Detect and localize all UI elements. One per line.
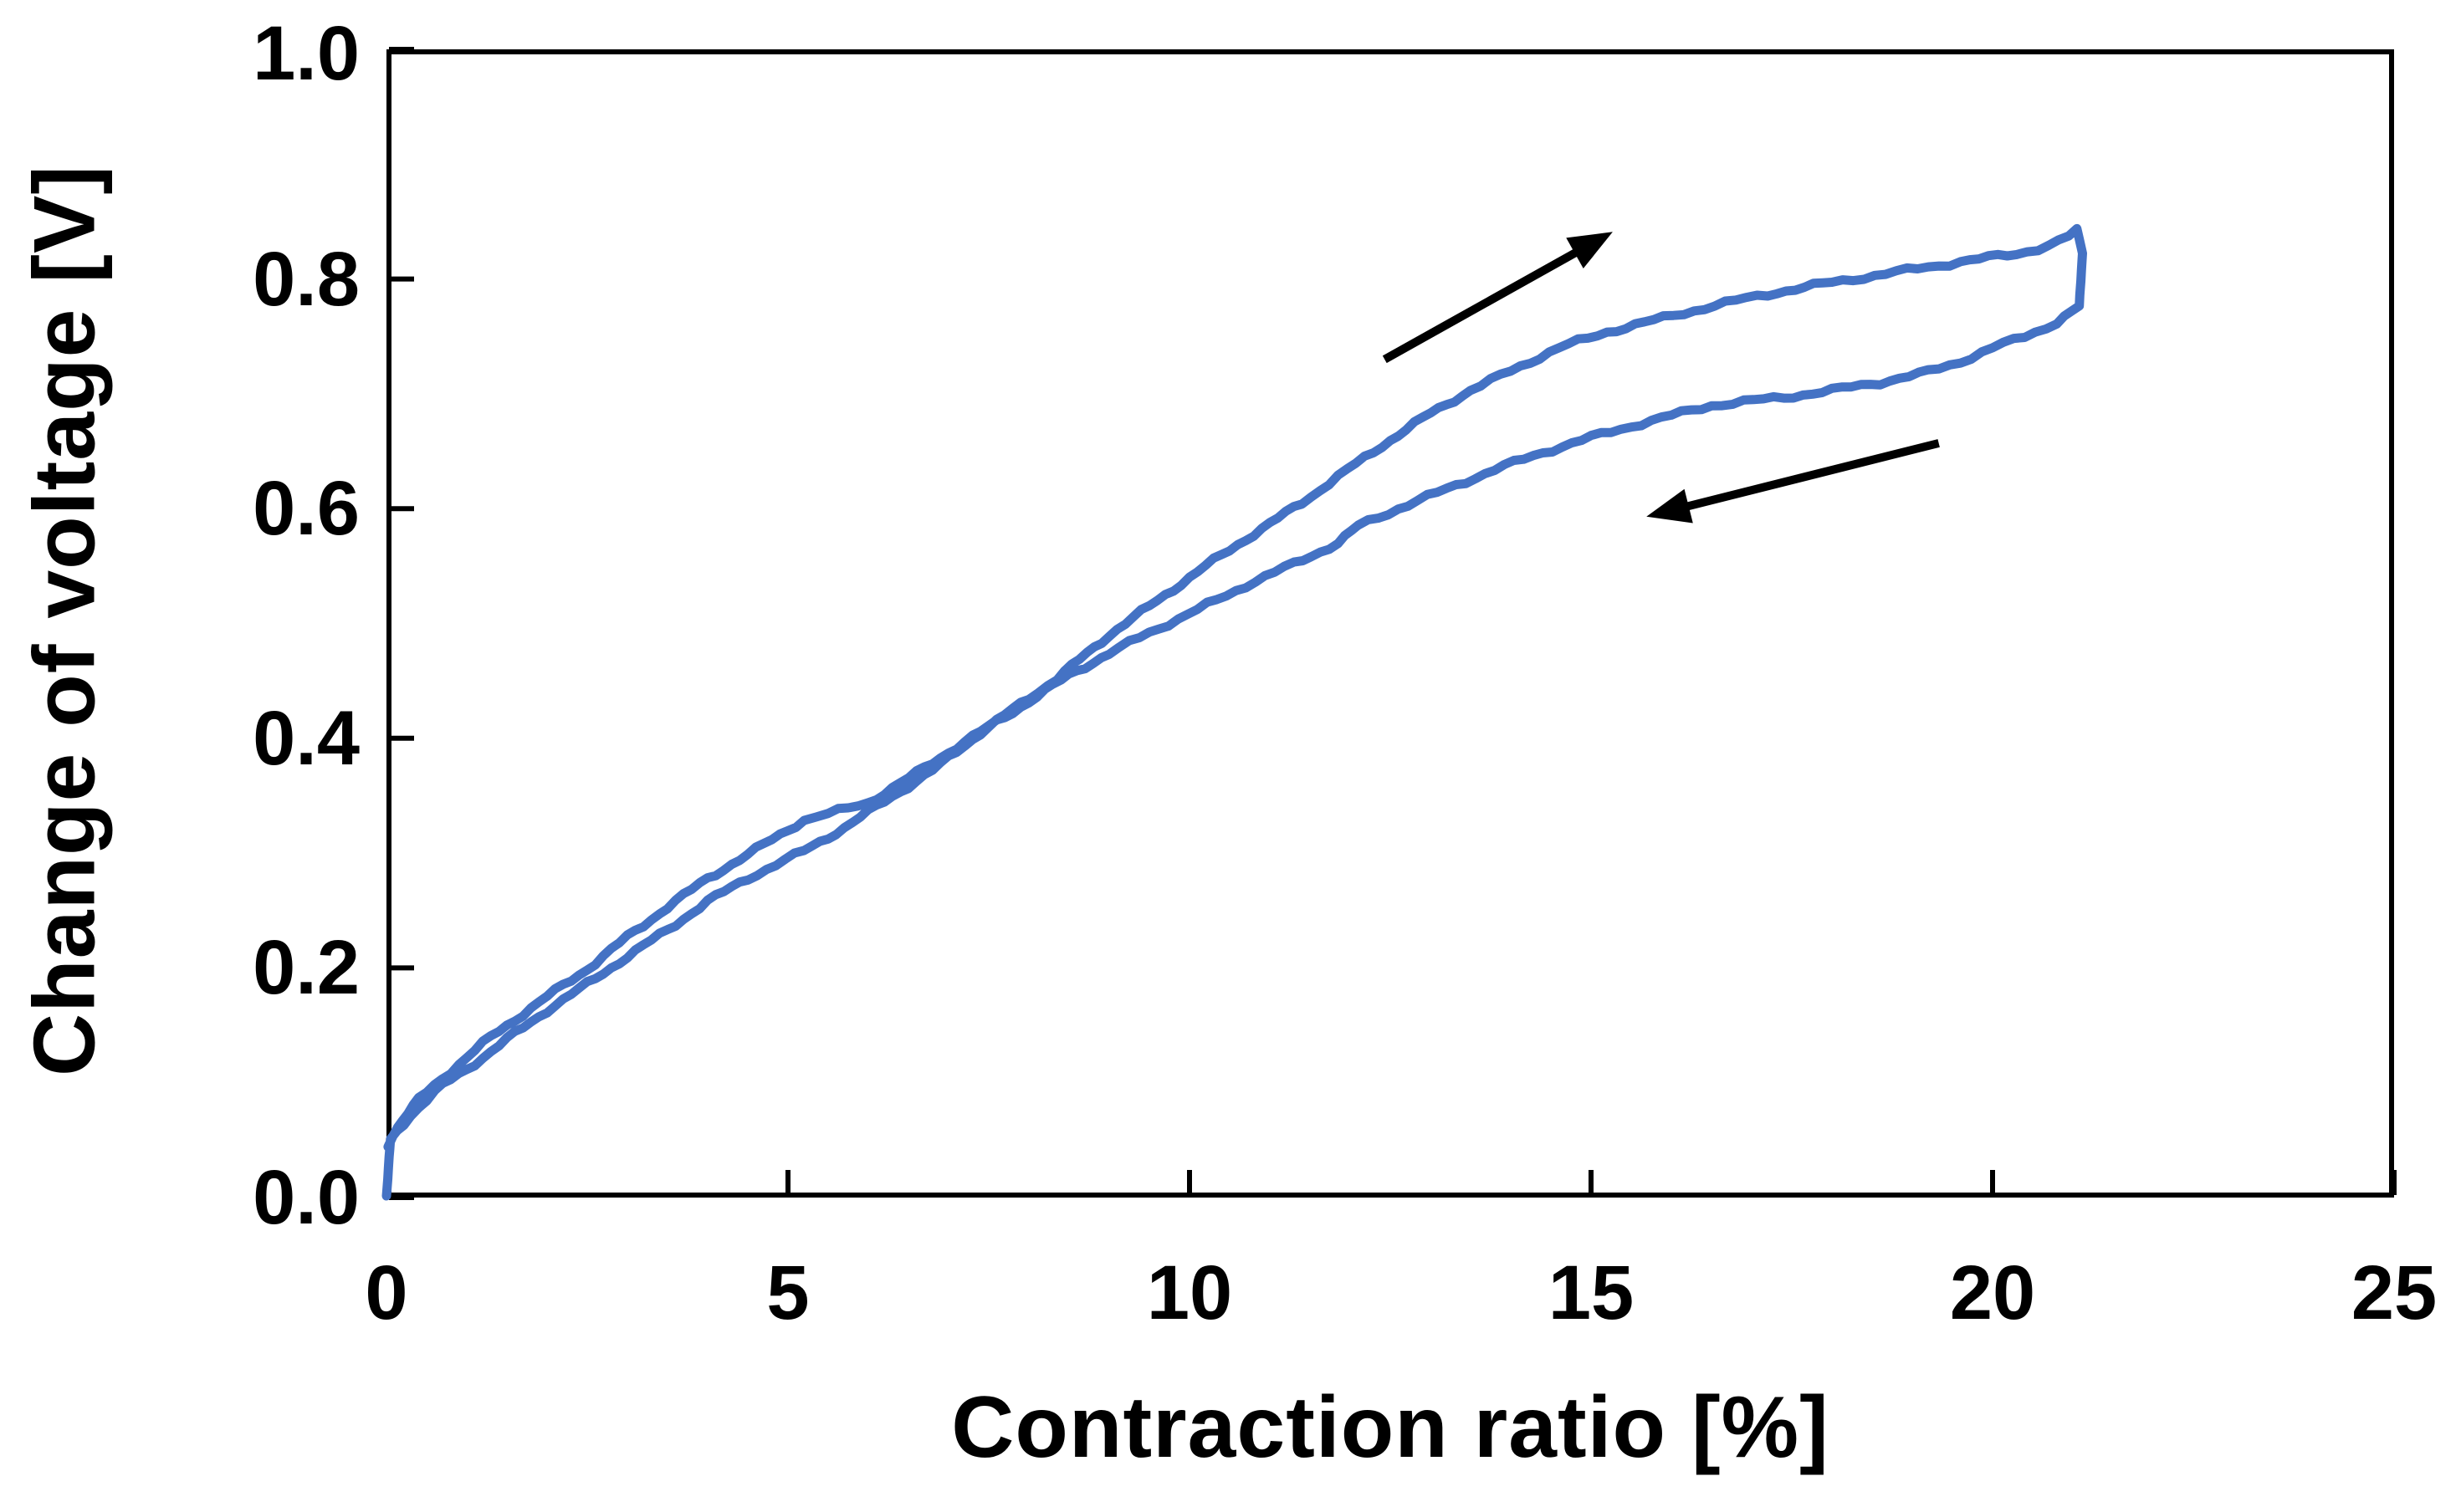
increasing-direction-arrow-shaft: [1382, 246, 1583, 364]
x-tick-label-20: 20: [1949, 1250, 2036, 1336]
plot-area: [381, 47, 2397, 1201]
y-tick-label-0.8: 0.8: [253, 237, 360, 322]
hysteresis-loop-curve: [381, 223, 2087, 1201]
x-axis-title: Contraction ratio [%]: [951, 1379, 1829, 1476]
x-tick-label-0: 0: [365, 1250, 408, 1336]
x-tick-label-25: 25: [2351, 1250, 2438, 1336]
x-tick-label-15: 15: [1548, 1250, 1635, 1336]
decreasing-direction-arrow-shaft: [1681, 439, 1940, 512]
increasing-direction-arrow-head: [1566, 232, 1613, 269]
y-tick-label-0.6: 0.6: [253, 466, 360, 551]
y-axis-title: Change of voltage [V]: [16, 165, 114, 1076]
y-tick-label-0.0: 0.0: [253, 1155, 360, 1240]
y-tick-label-1.0: 1.0: [253, 11, 360, 96]
y-tick-label-0.4: 0.4: [253, 696, 360, 781]
plot-border: [386, 49, 2394, 1198]
y-tick-label-0.2: 0.2: [253, 925, 360, 1010]
x-tick-label-5: 5: [766, 1250, 810, 1336]
x-tick-label-10: 10: [1146, 1250, 1233, 1336]
decreasing-direction-arrow-head: [1646, 488, 1693, 524]
